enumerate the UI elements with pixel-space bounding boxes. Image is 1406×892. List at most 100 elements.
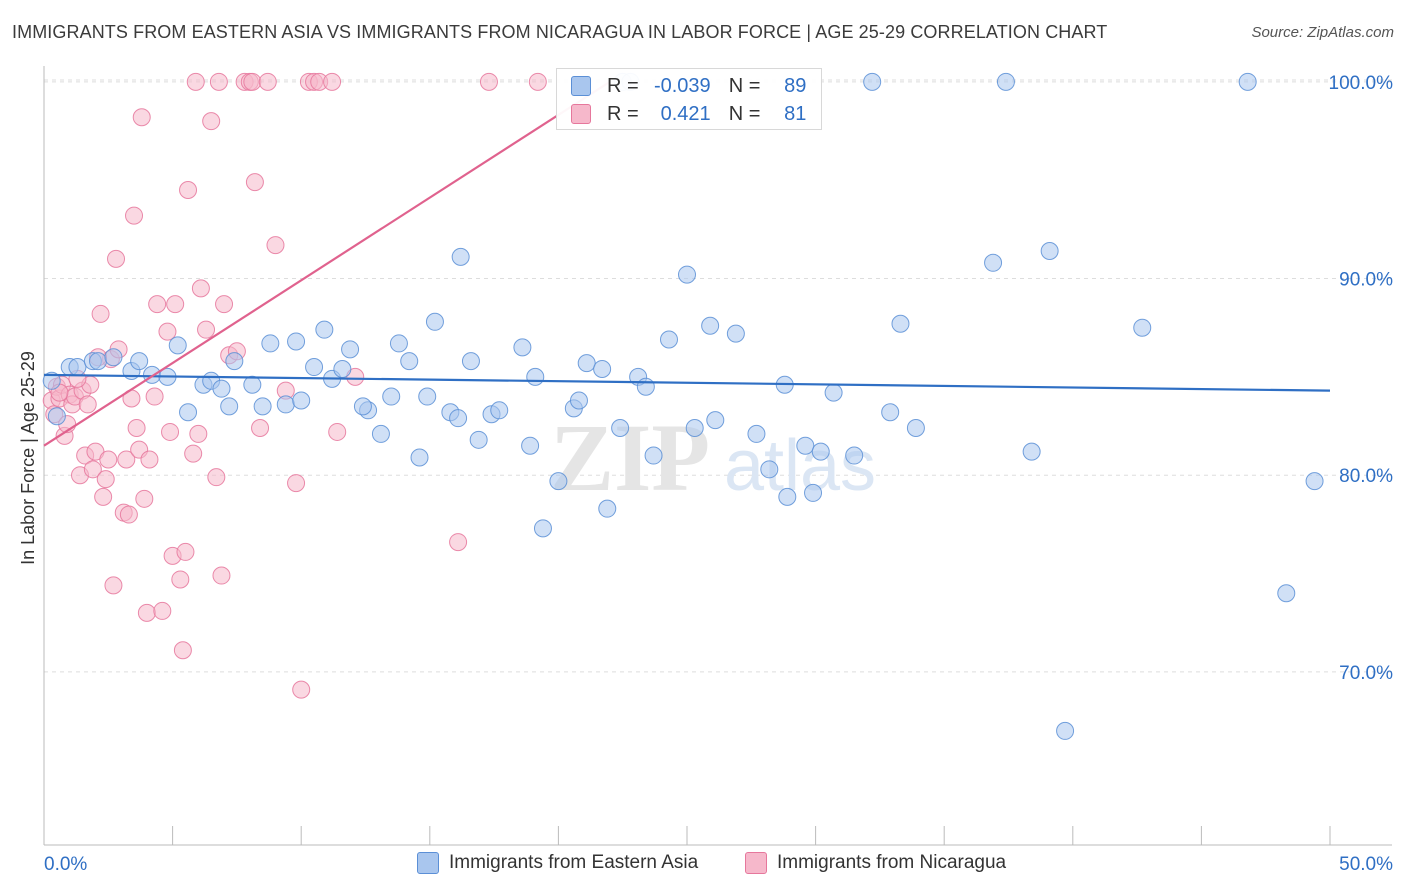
source-label: Source: ZipAtlas.com [1251,24,1394,41]
legend-swatch-blue [417,852,439,874]
blue-r-value: -0.039 [653,74,711,97]
pink-swatch [571,104,591,124]
point-eastern-asia [490,401,509,420]
bottom-legend: Immigrants from Eastern Asia Immigrants … [0,850,1406,878]
point-eastern-asia [353,397,372,416]
point-nicaragua [479,72,498,91]
point-eastern-asia [243,375,262,394]
legend-item-nicaragua[interactable]: Immigrants from Nicaragua [745,852,1006,874]
point-nicaragua [251,419,270,438]
point-nicaragua [104,576,123,595]
point-nicaragua [176,542,195,561]
tick-labels: 70.0% 80.0% 90.0% 100.0% 0.0% 50.0% [44,73,1393,875]
watermark-zip: ZIP [550,404,710,511]
trend-lines [43,80,1331,447]
point-eastern-asia [461,352,480,371]
point-eastern-asia [549,472,568,491]
stats-row-pink: R = 0.421 N = 81 [571,100,806,128]
point-eastern-asia [811,442,830,461]
point-eastern-asia [341,340,360,359]
point-nicaragua [166,295,185,314]
point-eastern-asia [701,316,720,335]
x-tick-label: 50.0% [1339,854,1393,875]
pink-r-value: 0.421 [660,102,711,125]
point-eastern-asia [611,419,630,438]
y-axis-label: In Labor Force | Age 25-29 [18,351,38,565]
stats-row-blue: R = -0.039 N = 89 [571,72,806,100]
point-nicaragua [266,236,285,255]
point-eastern-asia [371,424,390,443]
point-eastern-asia [726,324,745,343]
point-eastern-asia [382,387,401,406]
point-nicaragua [83,460,102,479]
point-eastern-asia [389,334,408,353]
point-eastern-asia [104,348,123,367]
point-nicaragua [189,424,208,443]
legend-item-eastern-asia[interactable]: Immigrants from Eastern Asia [417,852,698,874]
point-eastern-asia [212,379,231,398]
point-nicaragua [107,249,126,268]
point-nicaragua [258,72,277,91]
legend-label-nicaragua: Immigrants from Nicaragua [777,852,1007,873]
point-eastern-asia [1238,72,1257,91]
point-eastern-asia [469,430,488,449]
y-tick-label: 90.0% [1339,270,1393,291]
point-eastern-asia [1133,318,1152,337]
point-nicaragua [202,112,221,131]
point-eastern-asia [1305,472,1324,491]
point-eastern-asia [644,446,663,465]
blue-swatch [571,76,591,96]
point-nicaragua [191,279,210,298]
point-nicaragua [197,320,216,339]
point-eastern-asia [569,391,588,410]
chart-title: IMMIGRANTS FROM EASTERN ASIA VS IMMIGRAN… [12,22,1108,42]
x-tick-label: 0.0% [44,854,87,875]
point-eastern-asia [778,487,797,506]
point-eastern-asia [845,446,864,465]
point-eastern-asia [418,387,437,406]
point-eastern-asia [796,436,815,455]
point-nicaragua [135,489,154,508]
trend-line-nicaragua [43,80,611,447]
point-nicaragua [292,680,311,699]
series-nicaragua-points [42,72,547,699]
point-nicaragua [140,450,159,469]
point-eastern-asia [292,391,311,410]
point-nicaragua [91,304,110,323]
trend-line-eastern-asia [43,373,1331,392]
point-nicaragua [153,601,172,620]
point-nicaragua [161,422,180,441]
point-nicaragua [125,206,144,225]
point-nicaragua [287,474,306,493]
point-nicaragua [145,387,164,406]
point-eastern-asia [130,352,149,371]
point-eastern-asia [521,436,540,455]
point-nicaragua [209,72,228,91]
point-eastern-asia [42,371,61,390]
point-eastern-asia [305,358,324,377]
watermark-atlas: atlas [724,426,876,506]
point-eastern-asia [891,314,910,333]
point-nicaragua [137,603,156,622]
point-eastern-asia [533,519,552,538]
point-eastern-asia [526,367,545,386]
point-nicaragua [328,422,347,441]
point-nicaragua [243,72,262,91]
point-eastern-asia [984,253,1003,272]
point-nicaragua [99,450,118,469]
point-nicaragua [127,419,146,438]
point-eastern-asia [225,352,244,371]
point-nicaragua [212,566,231,585]
y-tick-label: 100.0% [1329,73,1394,94]
blue-r-label: R = [607,74,639,97]
legend-swatch-pink [745,852,767,874]
point-nicaragua [245,173,264,192]
point-nicaragua [186,72,205,91]
point-eastern-asia [1040,241,1059,260]
point-eastern-asia [1056,721,1075,740]
point-eastern-asia [1022,442,1041,461]
point-eastern-asia [906,419,925,438]
point-eastern-asia [89,352,108,371]
point-eastern-asia [659,330,678,349]
point-eastern-asia [1277,584,1296,603]
